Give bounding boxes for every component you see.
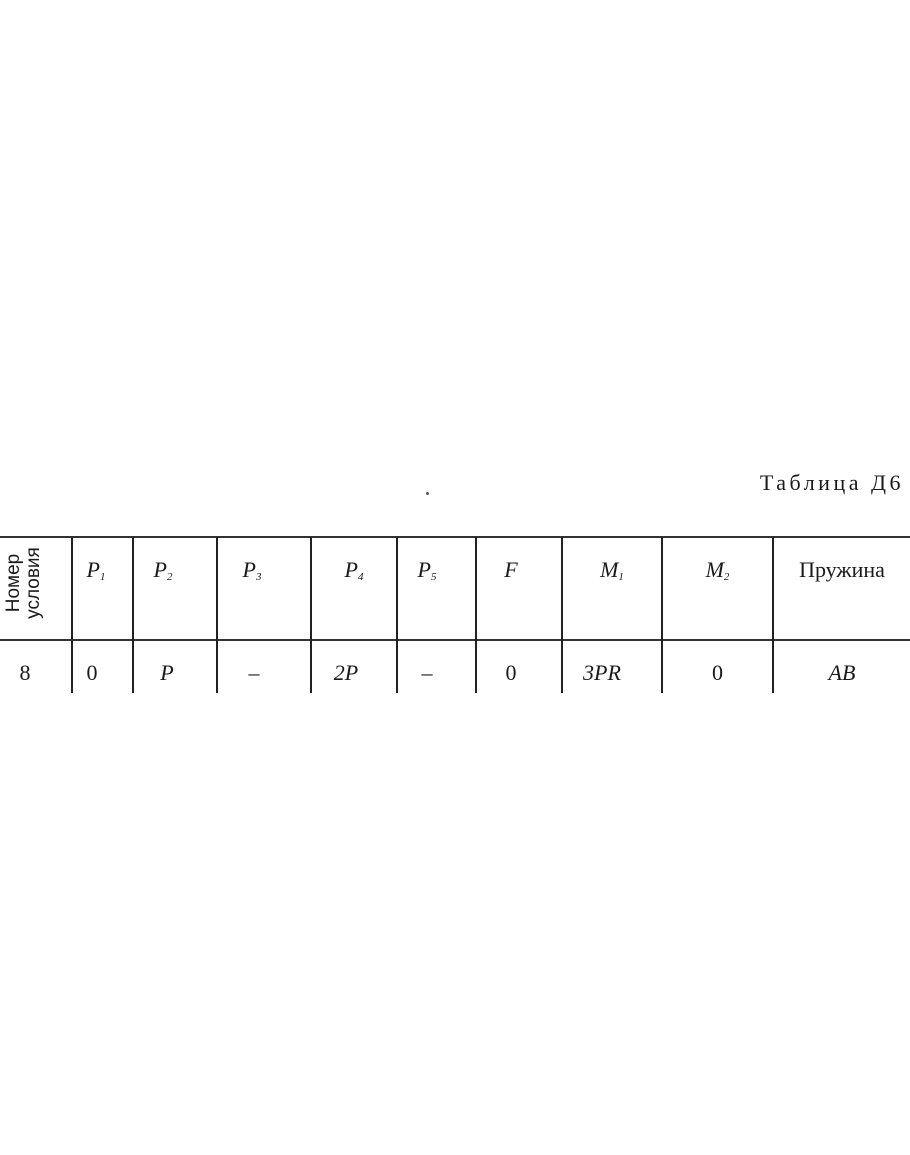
column-divider <box>310 537 312 693</box>
header-m2: M2 <box>705 557 730 583</box>
column-divider <box>132 537 134 693</box>
header-rule <box>0 639 910 641</box>
column-divider <box>561 537 563 693</box>
cell-m1: 3PR <box>583 660 621 685</box>
header-p1: P1 <box>86 557 106 583</box>
cell-p3: – <box>248 660 260 685</box>
column-divider <box>772 537 774 693</box>
table-top-rule <box>0 536 910 538</box>
header-p3: P3 <box>242 557 262 583</box>
cell-p2: P <box>160 660 174 685</box>
header-m1: M1 <box>600 557 624 583</box>
cell-f: 0 <box>505 660 517 685</box>
header-condition-number: Номер условия <box>3 534 44 632</box>
header-p5: P5 <box>417 557 437 583</box>
cell-condition: 8 <box>19 660 31 685</box>
table-title: Таблица Д6 <box>759 470 904 495</box>
header-spring: Пружина <box>799 557 885 582</box>
header-p2: P2 <box>153 557 173 583</box>
column-divider <box>661 537 663 693</box>
header-line: условия <box>23 547 44 619</box>
header-f: F <box>504 557 518 582</box>
cell-p1: 0 <box>86 660 98 685</box>
column-divider <box>475 537 477 693</box>
cell-m2: 0 <box>712 660 723 685</box>
header-line: Номер <box>3 553 24 613</box>
scan-speck <box>426 492 429 495</box>
cell-p4: 2P <box>333 660 359 685</box>
column-divider <box>71 537 73 693</box>
cell-spring: AB <box>828 660 856 685</box>
column-divider <box>396 537 398 693</box>
header-p4: P4 <box>344 557 364 583</box>
column-divider <box>216 537 218 693</box>
cell-p5: – <box>421 660 433 685</box>
